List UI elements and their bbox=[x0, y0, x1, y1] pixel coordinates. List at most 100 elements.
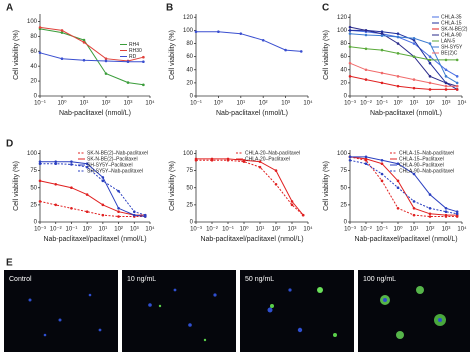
y-tick-label: 20 bbox=[340, 80, 347, 86]
legend-label: LAN-5 bbox=[441, 38, 455, 44]
legend-label: CHLA-90–Nab-paclitaxel bbox=[399, 168, 454, 174]
data-point bbox=[444, 58, 448, 62]
y-tick-label: 100 bbox=[183, 28, 194, 34]
data-point bbox=[194, 30, 198, 34]
data-point bbox=[364, 78, 368, 81]
x-tick-label: 10³ bbox=[281, 101, 290, 107]
image-label: Control bbox=[9, 276, 32, 283]
data-point bbox=[364, 157, 368, 161]
data-point bbox=[412, 172, 416, 176]
data-point bbox=[444, 75, 448, 78]
data-point bbox=[364, 68, 368, 72]
data-point bbox=[428, 42, 432, 45]
data-point bbox=[38, 26, 42, 29]
data-point bbox=[274, 169, 278, 172]
y-tick-label: 120 bbox=[183, 15, 194, 21]
data-point bbox=[117, 206, 120, 210]
y-tick-label: 0 bbox=[190, 220, 194, 226]
data-point bbox=[396, 186, 400, 190]
x-tick-label: 10² bbox=[114, 227, 123, 233]
data-point bbox=[428, 58, 432, 62]
data-point bbox=[364, 47, 368, 51]
x-tick-label: 10⁻² bbox=[360, 101, 372, 107]
data-point bbox=[428, 55, 432, 58]
panel-label: B bbox=[166, 3, 173, 14]
data-point bbox=[258, 165, 262, 169]
x-tick-label: 10³ bbox=[442, 227, 451, 233]
data-point bbox=[38, 160, 42, 163]
x-tick-label: 10⁰ bbox=[393, 226, 403, 233]
image-label: 10 ng/mL bbox=[127, 276, 156, 283]
series-line bbox=[349, 29, 458, 77]
x-tick-label: 10⁻² bbox=[206, 227, 218, 233]
y-axis-title: Cell viability (%) bbox=[169, 30, 176, 80]
legend-label: SH-SY5Y–Nab-paclitaxel bbox=[87, 168, 143, 174]
y-tick-label: 100 bbox=[183, 151, 194, 157]
data-point bbox=[104, 72, 108, 75]
x-tick-label: 10⁴ bbox=[457, 226, 467, 233]
x-tick-label: 10⁻³ bbox=[190, 227, 202, 233]
data-point bbox=[444, 88, 448, 91]
x-tick-label: 10³ bbox=[288, 227, 297, 233]
data-point bbox=[444, 213, 448, 217]
data-point bbox=[126, 81, 130, 84]
data-point bbox=[364, 162, 368, 166]
data-point bbox=[348, 61, 352, 65]
y-tick-label: 100 bbox=[27, 19, 38, 25]
panel-label: A bbox=[6, 3, 13, 14]
data-point bbox=[85, 162, 89, 166]
x-tick-label: 10⁰ bbox=[57, 100, 67, 107]
data-point bbox=[60, 31, 64, 34]
data-point bbox=[348, 25, 352, 29]
data-point bbox=[348, 155, 352, 159]
data-point bbox=[455, 210, 459, 214]
data-point bbox=[428, 215, 432, 218]
legend-label: SH-SY5Y bbox=[441, 44, 463, 50]
x-tick-label: 10² bbox=[272, 227, 281, 233]
data-point bbox=[104, 57, 108, 61]
data-point bbox=[444, 68, 448, 72]
micrograph: 100 ng/mL bbox=[358, 270, 470, 352]
data-point bbox=[126, 60, 130, 64]
y-tick-label: 75 bbox=[340, 168, 347, 174]
series-line bbox=[349, 159, 458, 215]
series-line bbox=[349, 26, 458, 87]
x-tick-label: 10⁴ bbox=[303, 100, 313, 107]
series-line bbox=[196, 159, 304, 216]
data-point bbox=[444, 210, 448, 214]
data-point bbox=[396, 52, 400, 55]
data-point bbox=[428, 61, 432, 65]
data-point bbox=[226, 157, 230, 161]
x-tick-label: 10¹ bbox=[80, 101, 89, 107]
data-point bbox=[70, 160, 73, 163]
y-tick-label: 50 bbox=[186, 185, 193, 191]
data-point bbox=[210, 157, 214, 161]
legend-label: CHLA-90 bbox=[441, 32, 462, 38]
data-point bbox=[348, 45, 352, 49]
data-point bbox=[299, 50, 303, 53]
data-point bbox=[142, 83, 145, 87]
series-line bbox=[196, 158, 304, 216]
data-point bbox=[348, 32, 352, 35]
y-tick-label: 0 bbox=[190, 94, 194, 100]
x-tick-label: 10¹ bbox=[236, 101, 245, 107]
y-tick-label: 75 bbox=[186, 168, 193, 174]
legend-label: BE(2)C bbox=[441, 50, 458, 56]
legend-label: CHLA-90–Paclitaxel bbox=[399, 162, 444, 168]
data-point bbox=[142, 55, 145, 59]
data-point bbox=[60, 29, 64, 32]
y-axis-title: Cell viability (%) bbox=[323, 30, 330, 80]
data-point bbox=[60, 57, 64, 61]
x-tick-label: 10⁴ bbox=[303, 226, 313, 233]
panel-label: D bbox=[6, 139, 13, 150]
x-tick-label: 10⁻¹ bbox=[66, 227, 78, 233]
x-tick-label: 10¹ bbox=[256, 227, 265, 233]
series-line bbox=[349, 33, 458, 84]
data-point bbox=[117, 210, 120, 214]
series-line bbox=[350, 156, 458, 213]
data-point bbox=[38, 51, 42, 55]
data-point bbox=[455, 84, 459, 88]
data-point bbox=[380, 158, 384, 162]
legend-label: SK-N-BE(2) bbox=[441, 26, 468, 32]
image-label: 100 ng/mL bbox=[363, 276, 396, 283]
